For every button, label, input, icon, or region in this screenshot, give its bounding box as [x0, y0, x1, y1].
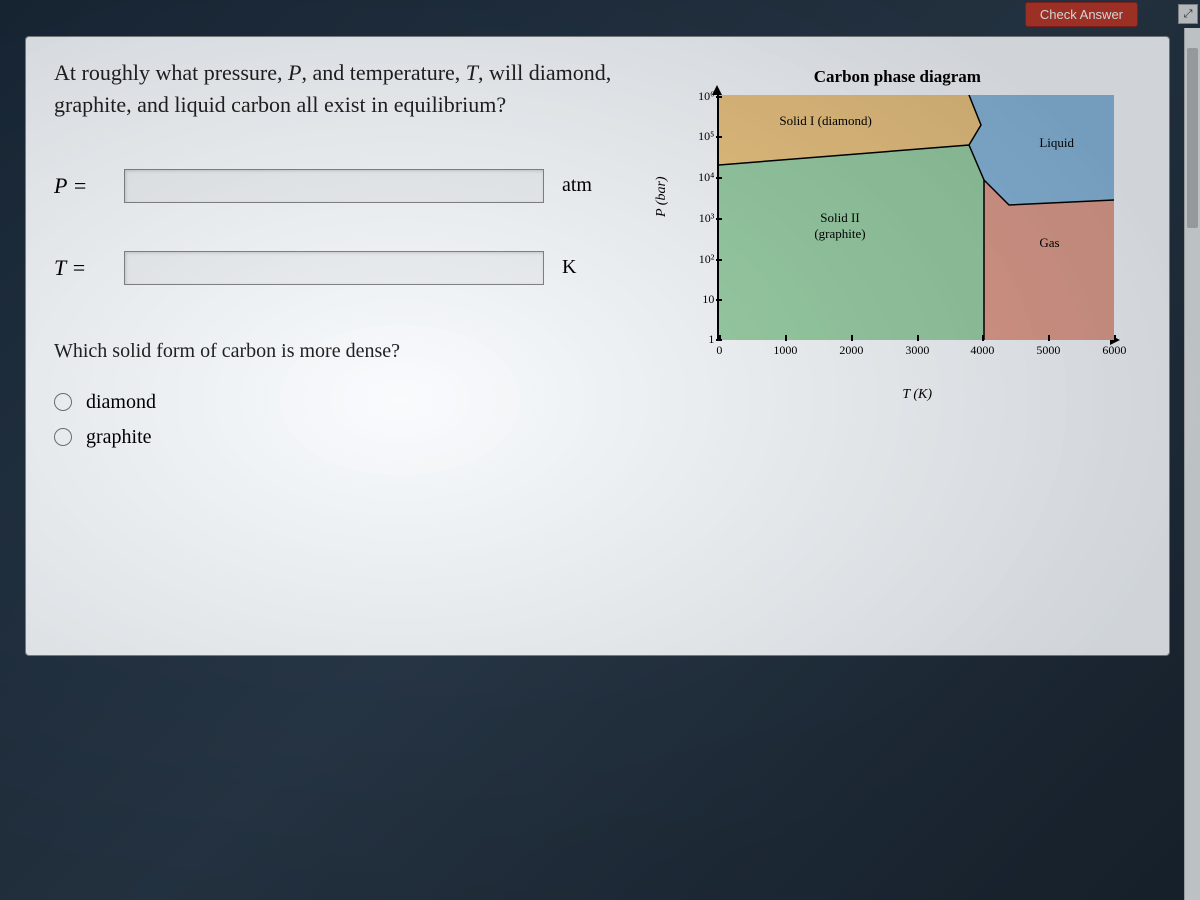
- phase-diagram-chart: Carbon phase diagram P (bar): [662, 67, 1132, 377]
- radio-graphite-input[interactable]: [54, 428, 72, 446]
- region-label-diamond: Solid I (diamond): [779, 113, 871, 129]
- density-question: Which solid form of carbon is more dense…: [54, 340, 642, 363]
- y-axis-label: P (bar): [654, 176, 670, 217]
- temperature-input[interactable]: [124, 251, 544, 285]
- ytick: 10²: [684, 252, 714, 267]
- ytick: 1: [684, 332, 714, 347]
- ytick: 10⁴: [684, 170, 714, 185]
- ytick: 10⁶: [684, 89, 714, 104]
- check-answer-button[interactable]: Check Answer: [1025, 2, 1138, 27]
- region-label-liquid: Liquid: [1039, 135, 1074, 151]
- ytick: 10: [684, 292, 714, 307]
- ytick: 10³: [684, 211, 714, 226]
- xtick: 4000: [970, 343, 994, 358]
- ytick: 10⁵: [684, 129, 714, 144]
- temperature-unit: K: [562, 256, 576, 279]
- pressure-unit: atm: [562, 174, 592, 197]
- phase-regions-svg: [719, 95, 1114, 340]
- temperature-var-label: T =: [54, 255, 124, 281]
- radio-diamond-input[interactable]: [54, 393, 72, 411]
- question-text: At roughly what pressure, P, and tempera…: [54, 57, 642, 121]
- density-radio-group: diamond graphite: [54, 391, 642, 449]
- xtick: 2000: [839, 343, 863, 358]
- region-label-gas: Gas: [1039, 235, 1059, 251]
- xtick: 1000: [773, 343, 797, 358]
- pressure-input[interactable]: [124, 169, 544, 203]
- xtick: 3000: [905, 343, 929, 358]
- x-axis-label: T (K): [902, 387, 932, 403]
- plot-area: Solid I (diamond) Solid II (graphite) Li…: [717, 95, 1112, 340]
- radio-option-graphite[interactable]: graphite: [54, 426, 642, 449]
- region-label-graphite: Solid II (graphite): [814, 210, 865, 242]
- question-card: At roughly what pressure, P, and tempera…: [25, 36, 1170, 656]
- xtick: 5000: [1036, 343, 1060, 358]
- xtick: 0: [716, 343, 722, 358]
- xtick: 6000: [1102, 343, 1126, 358]
- pressure-var-label: P =: [54, 173, 124, 199]
- radio-graphite-label: graphite: [86, 426, 152, 449]
- radio-diamond-label: diamond: [86, 391, 156, 414]
- expand-icon[interactable]: ⤢: [1178, 4, 1198, 24]
- scrollbar-thumb[interactable]: [1187, 48, 1198, 228]
- radio-option-diamond[interactable]: diamond: [54, 391, 642, 414]
- chart-title: Carbon phase diagram: [662, 67, 1132, 87]
- vertical-scrollbar[interactable]: [1184, 28, 1200, 900]
